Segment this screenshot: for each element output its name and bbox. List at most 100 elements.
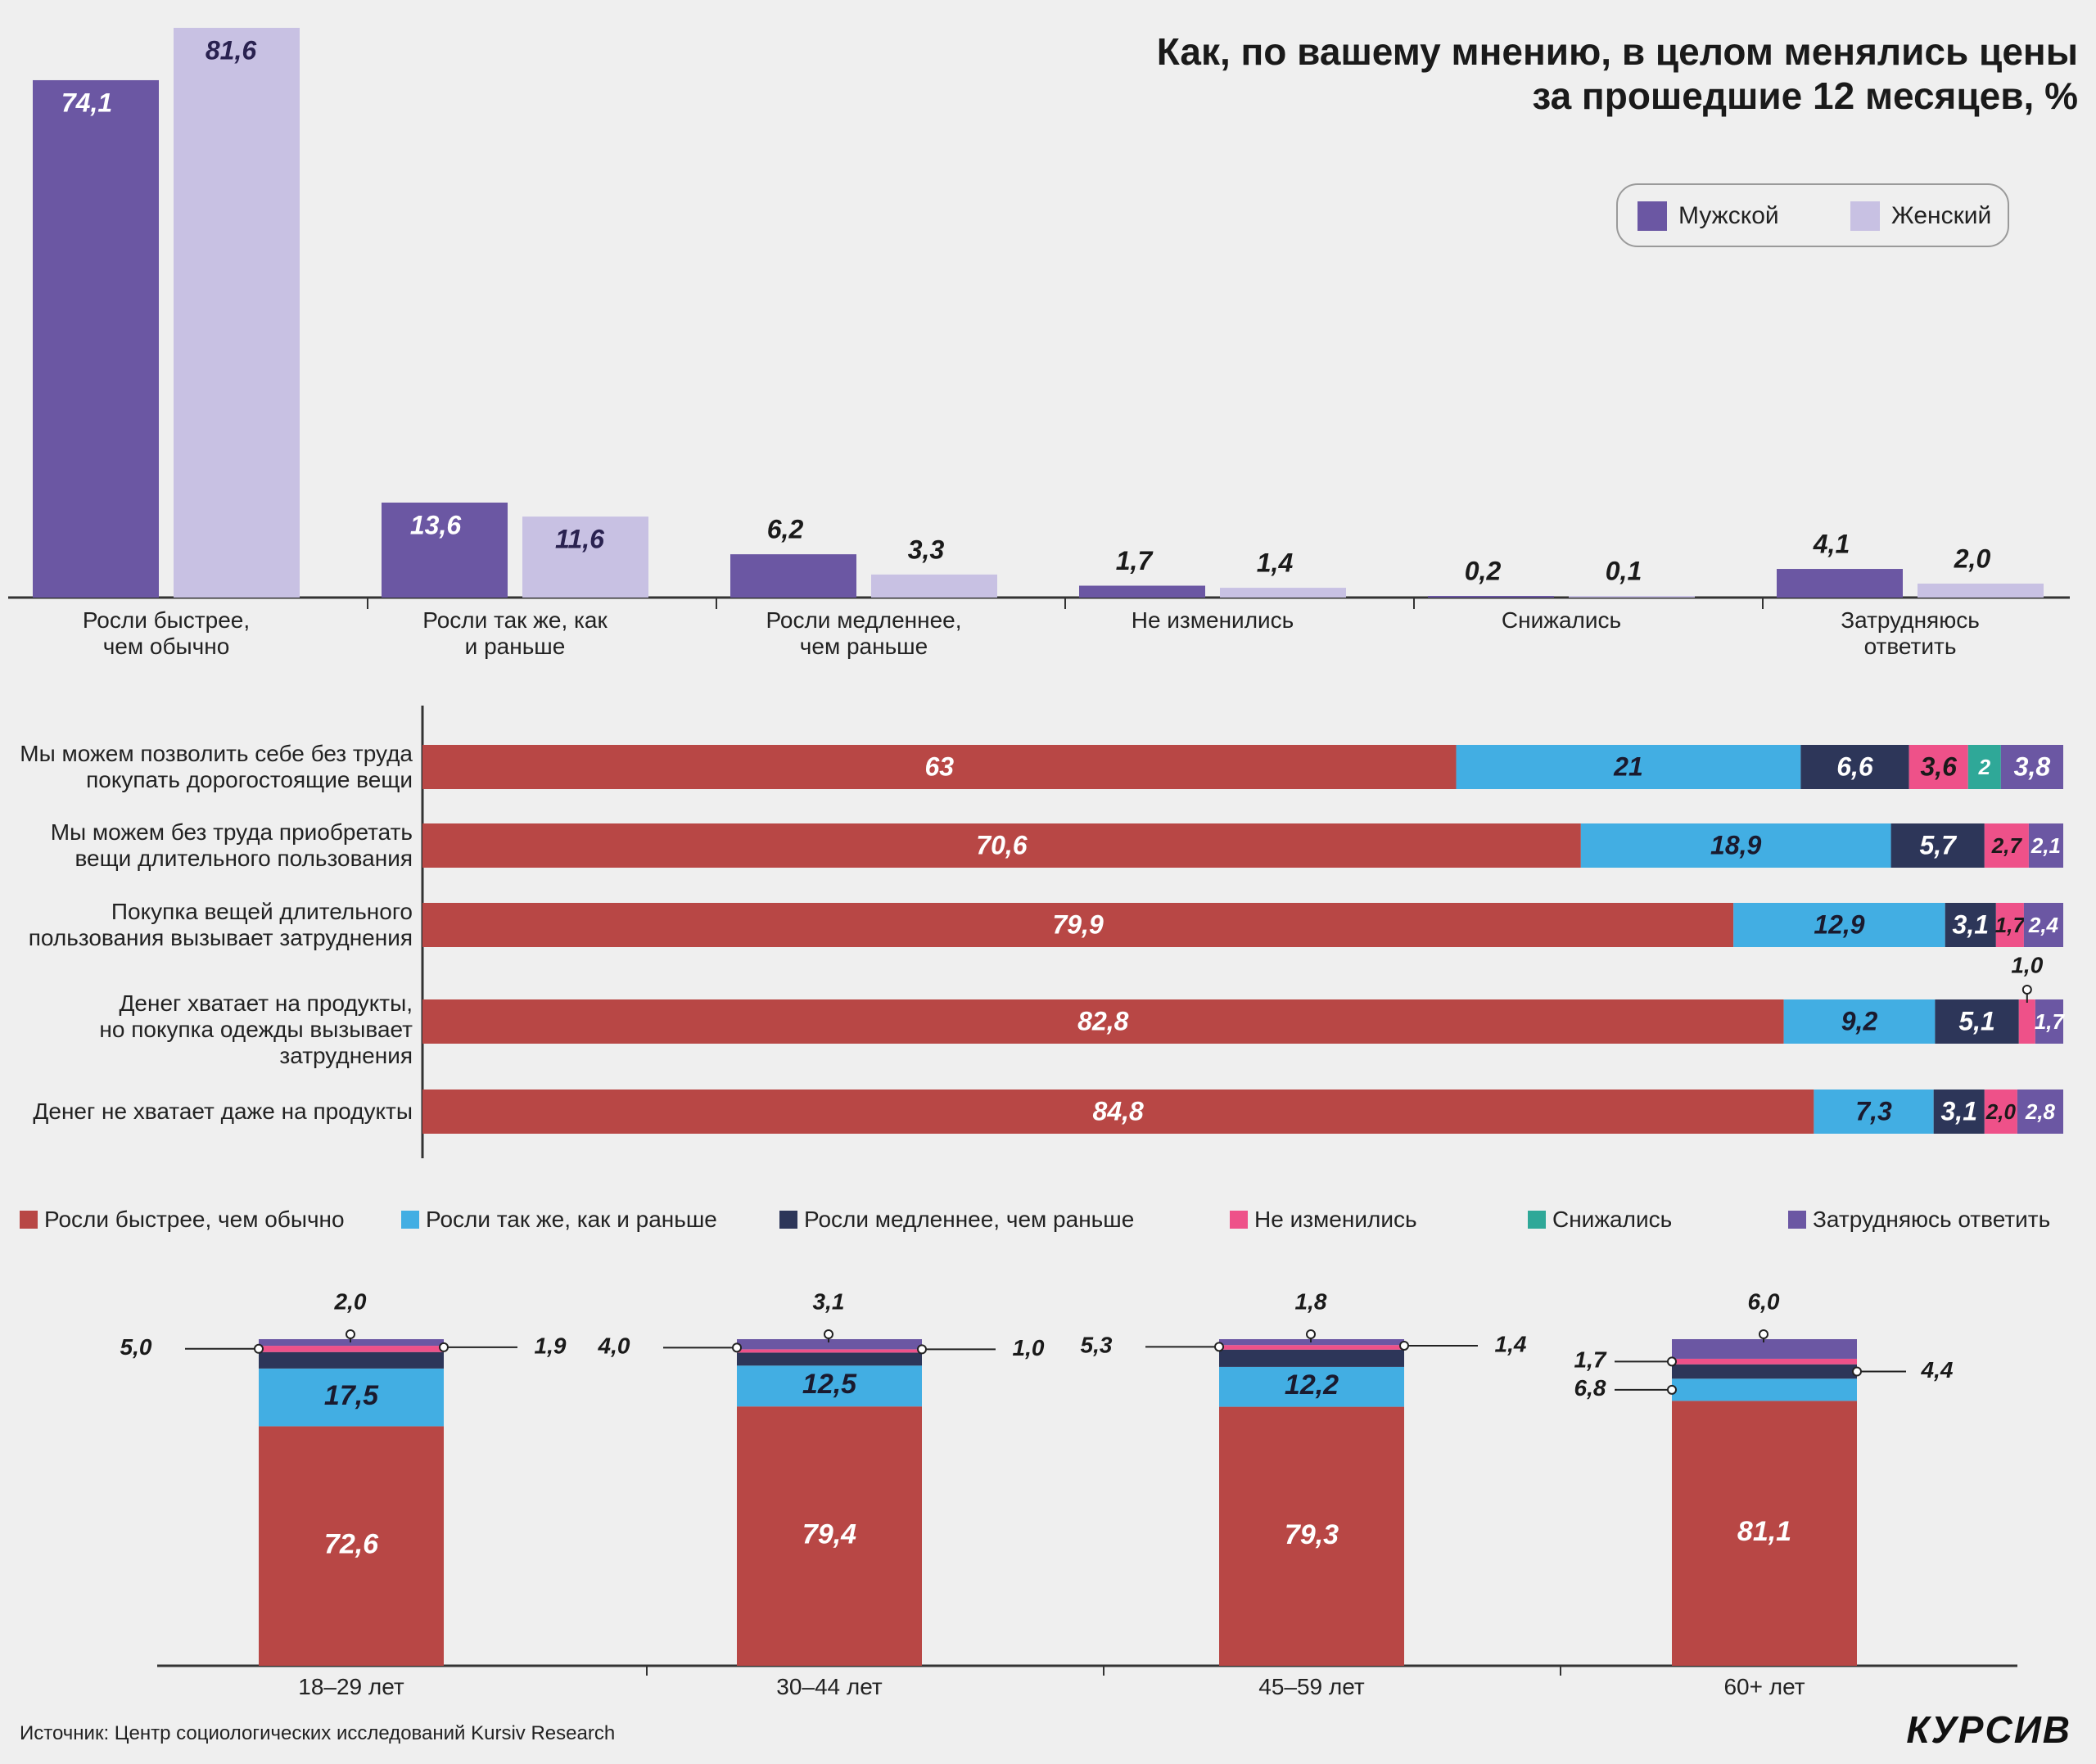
stacked-segment <box>1672 1358 1857 1365</box>
callout-label: 1,0 <box>2011 952 2043 977</box>
stacked-segment <box>1672 1401 1857 1666</box>
stacked-segment <box>1945 903 1996 947</box>
stacked-segment <box>422 1090 1814 1134</box>
segment-label: 3,1 <box>1953 909 1989 939</box>
segment-label: 6,6 <box>1836 751 1873 781</box>
age-label: 18–29 лет <box>298 1674 404 1699</box>
callout-dot <box>1759 1329 1768 1339</box>
segment-label: 70,6 <box>976 830 1027 859</box>
callout-label: 1,9 <box>535 1333 567 1358</box>
legend-item: Росли быстрее, чем обычно <box>20 1207 345 1233</box>
segment-label: 84,8 <box>1093 1096 1144 1126</box>
stacked-segment <box>259 1346 444 1352</box>
segment-label: 79,9 <box>1052 909 1103 939</box>
stacked-segment <box>2028 823 2063 868</box>
callout-dot <box>1399 1340 1409 1351</box>
segment-label: 63 <box>924 751 954 781</box>
stacked-segment <box>259 1368 444 1427</box>
legend-item: Затрудняюсь ответить <box>1788 1207 2050 1233</box>
bar-female <box>871 574 997 598</box>
callout-label: 1,8 <box>1295 1288 1327 1314</box>
legend-swatch <box>1528 1211 1546 1229</box>
legend-label: Не изменились <box>1254 1207 1417 1232</box>
stacked-segment <box>422 999 1784 1044</box>
stacked-segment <box>737 1349 922 1353</box>
bar-label-male: 6,2 <box>767 515 804 544</box>
stacked-segment <box>2023 903 2063 947</box>
bar-label-female: 2,0 <box>1954 544 1991 573</box>
legend-swatch <box>779 1211 797 1229</box>
legend-item-male: Мужской <box>1638 200 1779 232</box>
segment-label: 5,7 <box>1919 830 1958 859</box>
category-label: Росли так же, как и раньше <box>422 607 608 659</box>
stacked-segment <box>1672 1378 1857 1401</box>
legend-item: Не изменились <box>1230 1207 1417 1233</box>
stacked-segment <box>737 1352 922 1366</box>
row-label: Мы можем позволить себе без труда покупат… <box>20 741 413 792</box>
callout-label: 3,1 <box>813 1288 845 1314</box>
legend-label-male: Мужской <box>1678 202 1779 229</box>
stacked-segment <box>1984 823 2029 868</box>
stacked-segment <box>1995 903 2024 947</box>
bar-label-male: 0,2 <box>1465 556 1502 585</box>
stacked-segment <box>1814 1090 1934 1134</box>
age-label: 60+ лет <box>1723 1674 1805 1699</box>
legend-swatch-male <box>1638 201 1667 231</box>
category-label: Затрудняюсь ответить <box>1841 607 1980 659</box>
callout-label: 1,7 <box>1574 1347 1607 1373</box>
stacked-segment <box>1933 1090 1985 1134</box>
stacked-segment <box>1580 823 1891 868</box>
segment-label: 17,5 <box>324 1380 379 1411</box>
legend-label: Затрудняюсь ответить <box>1813 1207 2051 1232</box>
bar-label-female: 3,3 <box>908 535 945 564</box>
category-label: Росли медленнее, чем раньше <box>766 607 962 659</box>
legend-label-female: Женский <box>1891 202 1992 229</box>
segment-label: 3,8 <box>2014 751 2051 781</box>
stacked-segment <box>2035 999 2063 1044</box>
callout-dot <box>917 1344 927 1355</box>
stacked-segment <box>1967 745 2001 789</box>
legend-swatch <box>1788 1211 1806 1229</box>
legend-label: Росли так же, как и раньше <box>426 1207 717 1232</box>
bar-female <box>174 28 300 598</box>
category-label: Снижались <box>1501 607 1622 633</box>
legend-swatch <box>20 1211 38 1229</box>
stacked-segment <box>1219 1406 1404 1666</box>
bar-male <box>1428 596 1554 598</box>
stacked-segment <box>1909 745 1968 789</box>
callout-label: 1,0 <box>1013 1335 1045 1360</box>
segment-label: 2,4 <box>2028 913 2059 937</box>
bar-female <box>1220 588 1346 598</box>
segment-label: 2,1 <box>2030 833 2061 858</box>
stacked-segment <box>737 1339 922 1350</box>
bar-male <box>1079 585 1205 598</box>
stacked-segment <box>1219 1345 1404 1350</box>
stacked-segment <box>259 1351 444 1369</box>
segment-label: 79,3 <box>1285 1519 1339 1550</box>
stacked-segment <box>1935 999 2019 1044</box>
legend-item: Снижались <box>1528 1207 1672 1233</box>
stacked-segment <box>1783 999 1936 1044</box>
callout-dot <box>732 1342 742 1353</box>
chart-title: Как, по вашему мнению, в целом менялись … <box>1157 29 2078 118</box>
legend-label: Снижались <box>1552 1207 1673 1232</box>
age-label: 30–44 лет <box>776 1674 883 1699</box>
row-label: Мы можем без труда приобретать вещи длите… <box>50 819 413 871</box>
segment-label: 2 <box>1978 755 1991 779</box>
callout-dot <box>1306 1329 1316 1339</box>
legend-swatch <box>1230 1211 1248 1229</box>
row-label: Денег хватает на продукты, но покупка оде… <box>99 990 413 1068</box>
callout-label: 4,0 <box>598 1333 630 1359</box>
stacked-segment <box>422 903 1734 947</box>
bar-male <box>382 503 508 598</box>
legend-swatch <box>401 1211 419 1229</box>
bar-female <box>1569 596 1695 598</box>
callout-dot <box>2021 985 2032 995</box>
stacked-segment <box>1733 903 1945 947</box>
segment-label: 81,1 <box>1737 1516 1791 1547</box>
bar-male <box>730 554 856 598</box>
bar-label-female: 0,1 <box>1606 556 1642 585</box>
bar-label-male: 4,1 <box>1813 529 1850 558</box>
segment-label: 72,6 <box>324 1529 379 1560</box>
